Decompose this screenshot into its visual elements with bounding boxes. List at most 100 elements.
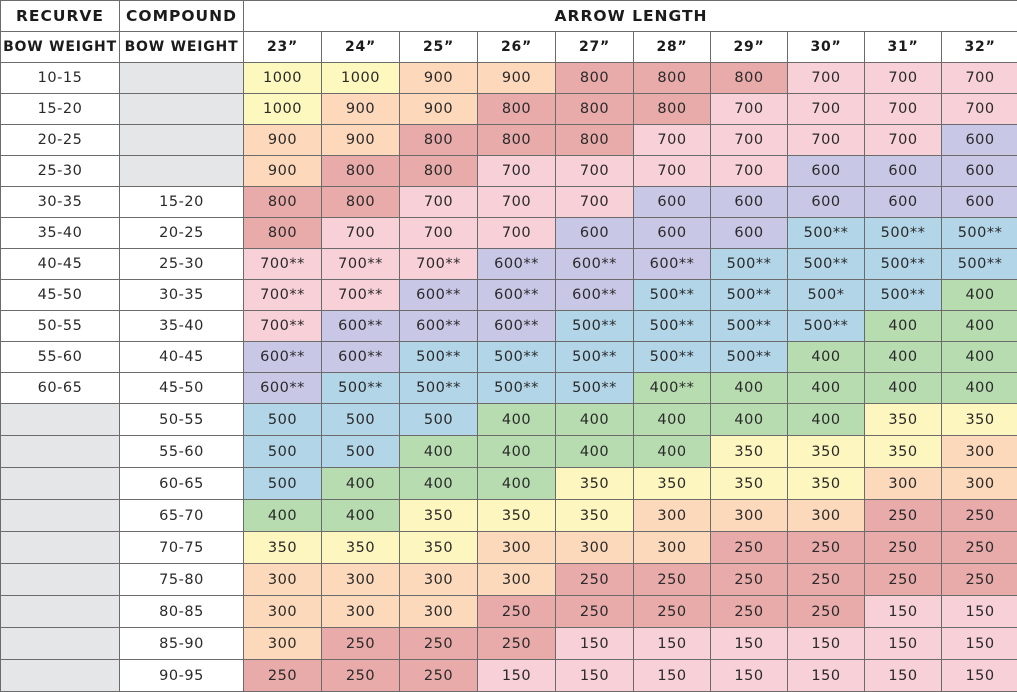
table-row: 80-85 300 300 300 250 250 250 250 250 150 150 [0,595,1017,628]
spine-cell: 500** [399,341,478,373]
spine-cell: 900 [477,62,556,94]
spine-cell: 700 [864,62,942,94]
spine-cell: 400 [477,403,556,436]
spine-cell: 900 [321,93,400,125]
table-row: 45-50 30-35 700** 700** 600** 600** 600** 500**… [0,279,1017,311]
spine-cell: 400 [940,372,1017,404]
arrow-length-header-cell: 23” [243,31,322,63]
spine-cell: 400 [864,341,942,373]
spine-cell: 350 [710,467,788,500]
spine-cell: 500 [399,403,478,436]
spine-cell: 700** [321,248,400,280]
arrow-length-header-cell: 31” [864,31,942,63]
spine-cell: 700 [710,155,788,187]
spine-cell: 500** [787,248,865,280]
spine-cell: 400 [321,467,400,500]
spine-cell: 700 [940,93,1017,125]
spine-cell: 700 [399,186,478,218]
table-row: 55-60 40-45 600** 600** 500** 500** 500** 500**… [0,341,1017,373]
compound-weight-cell [119,124,244,156]
spine-cell: 400 [477,435,556,468]
spine-cell: 500 [321,403,400,436]
spine-cell: 350 [399,499,478,532]
spine-cell: 300 [399,563,478,596]
spine-cell: 700 [864,93,942,125]
spine-cell: 1000 [243,93,322,125]
spine-cell: 150 [940,627,1017,660]
spine-cell: 150 [555,659,634,692]
spine-cell: 800 [243,217,322,249]
spine-cell: 300 [864,467,942,500]
table-row: 10-15 1000 1000 900 900 800 800 800 700 700 700 [0,62,1017,94]
spine-cell: 300 [633,499,711,532]
spine-cell: 150 [710,659,788,692]
spine-cell: 400 [321,499,400,532]
recurve-weight-cell [0,563,120,596]
spine-cell: 600 [864,186,942,218]
recurve-header: RECURVE [0,0,120,32]
table-row: 30-35 15-20 800 800 700 700 700 600 600 600 600 600 [0,186,1017,218]
spine-cell: 700** [243,248,322,280]
compound-weight-cell: 80-85 [119,595,244,628]
recurve-weight-cell [0,435,120,468]
spine-cell: 300 [243,595,322,628]
spine-cell: 500** [710,248,788,280]
spine-cell: 900 [321,124,400,156]
spine-cell: 150 [940,659,1017,692]
spine-cell: 1000 [321,62,400,94]
spine-cell: 500 [243,403,322,436]
recurve-weight-cell: 30-35 [0,186,120,218]
spine-cell: 500 [243,467,322,500]
spine-cell: 700 [787,124,865,156]
table-row: 70-75 350 350 350 300 300 300 250 250 250 250 [0,531,1017,564]
spine-cell: 300 [321,595,400,628]
compound-weight-cell: 65-70 [119,499,244,532]
spine-cell: 500** [864,279,942,311]
spine-cell: 600** [555,279,634,311]
compound-weight-cell: 90-95 [119,659,244,692]
spine-cell: 500** [710,341,788,373]
spine-cell: 350 [243,531,322,564]
arrow-length-header-cell: 32” [940,31,1017,63]
spine-cell: 350 [710,435,788,468]
spine-cell: 600** [321,341,400,373]
spine-cell: 300 [477,563,556,596]
arrow-length-header-cell: 26” [477,31,556,63]
spine-cell: 600 [787,155,865,187]
compound-weight-cell: 35-40 [119,310,244,342]
arrow-length-header-cell: 28” [633,31,711,63]
spine-cell: 700 [477,217,556,249]
spine-cell: 350 [787,467,865,500]
recurve-weight-cell: 50-55 [0,310,120,342]
spine-cell: 700 [633,155,711,187]
spine-cell: 400 [633,403,711,436]
spine-cell: 250 [477,595,556,628]
spine-cell: 400 [940,310,1017,342]
compound-weight-cell: 45-50 [119,372,244,404]
spine-cell: 150 [710,627,788,660]
spine-cell: 150 [787,627,865,660]
spine-cell: 250 [864,531,942,564]
recurve-weight-cell: 20-25 [0,124,120,156]
spine-cell: 250 [787,563,865,596]
compound-weight-cell [119,93,244,125]
compound-weight-cell: 25-30 [119,248,244,280]
spine-cell: 500** [555,310,634,342]
spine-cell: 600** [243,341,322,373]
spine-cell: 600 [633,217,711,249]
spine-cell: 350 [555,499,634,532]
spine-cell: 150 [633,627,711,660]
spine-cell: 350 [633,467,711,500]
table-row: 55-60 500 500 400 400 400 400 350 350 350 300 [0,435,1017,468]
spine-cell: 600 [940,186,1017,218]
spine-cell: 500** [710,310,788,342]
spine-cell: 350 [940,403,1017,436]
recurve-weight-cell: 45-50 [0,279,120,311]
spine-cell: 150 [477,659,556,692]
compound-weight-cell [119,62,244,94]
spine-cell: 600** [399,310,478,342]
spine-cell: 300 [321,563,400,596]
chart-body: 10-15 1000 1000 900 900 800 800 800 700 700 700 15-… [0,62,1017,692]
spine-cell: 350 [864,403,942,436]
